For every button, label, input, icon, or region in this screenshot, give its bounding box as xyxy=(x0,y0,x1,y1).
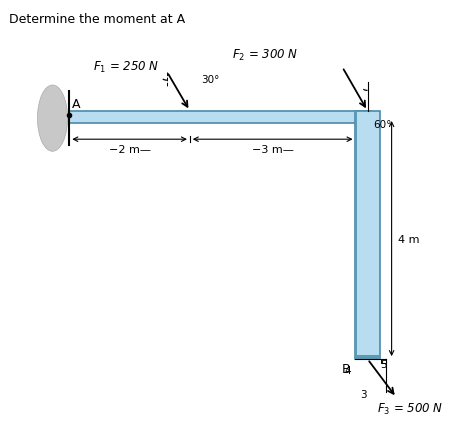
Bar xyxy=(70,112,371,124)
Text: 4: 4 xyxy=(344,365,351,375)
Text: A: A xyxy=(72,98,81,110)
Text: −2 m—: −2 m— xyxy=(109,145,151,155)
Bar xyxy=(70,112,371,113)
Text: $F_1$ = 250 N: $F_1$ = 250 N xyxy=(94,60,160,76)
Bar xyxy=(355,355,379,359)
Text: 30°: 30° xyxy=(201,75,219,85)
Text: Determine the moment at A: Determine the moment at A xyxy=(9,13,185,26)
Text: 5: 5 xyxy=(380,359,387,369)
Bar xyxy=(355,112,357,359)
Text: −3 m—: −3 m— xyxy=(252,145,294,155)
Text: 60°: 60° xyxy=(373,120,392,130)
Text: $F_2$ = 300 N: $F_2$ = 300 N xyxy=(232,48,298,63)
Text: $F_3$ = 500 N: $F_3$ = 500 N xyxy=(377,401,443,416)
Text: 4 m: 4 m xyxy=(398,234,419,244)
Ellipse shape xyxy=(37,86,68,152)
Bar xyxy=(355,112,379,359)
Text: B: B xyxy=(342,362,351,375)
Text: 3: 3 xyxy=(360,389,366,399)
